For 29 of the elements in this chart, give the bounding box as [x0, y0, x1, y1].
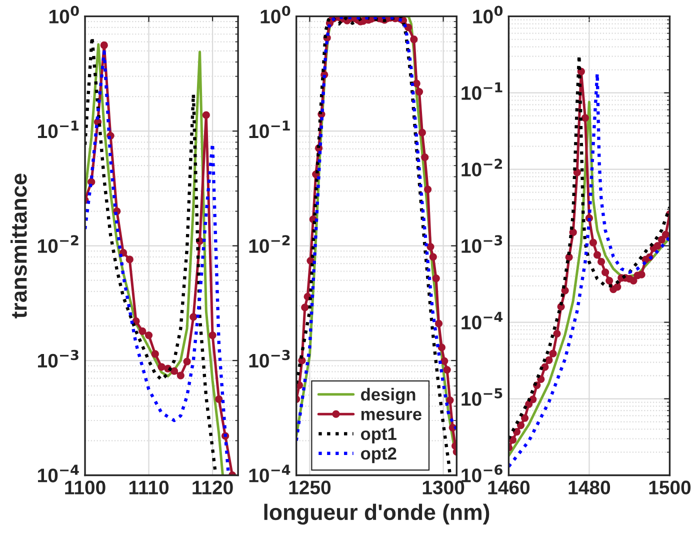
y-tick-label: 10$^{−5}$: [462, 388, 502, 406]
y-tick-label: 10$^{0}$: [260, 6, 290, 24]
y-tick-label: 10$^{−4}$: [462, 312, 503, 330]
x-tick-label: 1100: [65, 480, 106, 494]
y-tick-label: 10$^{−2}$: [249, 235, 290, 253]
x-tick-label: 1120: [192, 480, 233, 494]
x-tick-label: 1300: [422, 480, 464, 494]
legend-label: opt1: [360, 428, 396, 444]
legend-label: design: [361, 388, 416, 404]
y-tick-label: 10$^{0}$: [473, 6, 503, 24]
x-tick-label: 1110: [129, 480, 169, 494]
x-tick-label: 1460: [488, 480, 530, 494]
legend-label: mesure: [361, 410, 422, 420]
y-tick-label: 10$^{−4}$: [249, 464, 290, 482]
x-tick-label: 1480: [568, 480, 610, 494]
x-tick-label: 1250: [289, 480, 331, 494]
y-tick-label: 10$^{−2}$: [462, 158, 502, 176]
legend-label: opt2: [360, 447, 396, 464]
y-axis-title: transmittance: [10, 174, 27, 318]
x-tick-label: 1500: [649, 480, 691, 494]
x-axis-title: longueur d'onde (nm): [264, 504, 490, 525]
y-tick-label: 10$^{−3}$: [249, 350, 290, 368]
y-tick-label: 10$^{−3}$: [38, 350, 78, 368]
y-tick-label: 10$^{−1}$: [249, 120, 290, 138]
y-tick-label: 10$^{−1}$: [462, 82, 502, 100]
y-tick-label: 10$^{−3}$: [462, 235, 502, 253]
y-tick-label: 10$^{−1}$: [38, 120, 79, 138]
y-tick-label: 10$^{0}$: [49, 6, 79, 24]
y-tick-label: 10$^{−2}$: [38, 235, 78, 253]
